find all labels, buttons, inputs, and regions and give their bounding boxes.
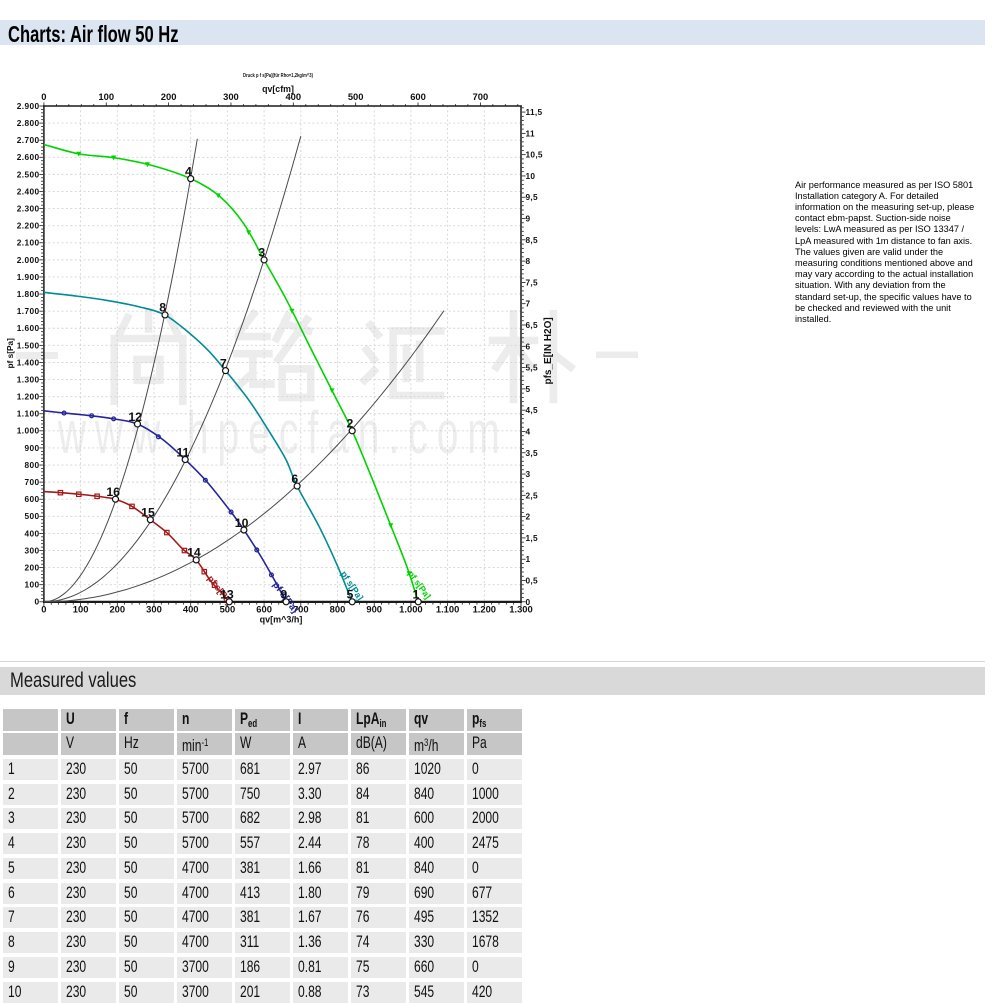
svg-text:8: 8 [159,301,166,315]
svg-text:Druck p f s[Pa](für Rho=1,2kg/: Druck p f s[Pa](für Rho=1,2kg/m^3) [243,73,313,79]
svg-text:2: 2 [526,512,531,522]
svg-text:1: 1 [413,588,420,602]
svg-text:16: 16 [106,485,120,499]
svg-text:8: 8 [526,256,531,266]
svg-text:3: 3 [258,246,265,260]
svg-text:2.900: 2.900 [17,101,40,111]
svg-text:pfs_E[IN H2O]: pfs_E[IN H2O] [543,317,554,384]
svg-text:200: 200 [161,91,177,102]
svg-text:15: 15 [141,506,155,520]
svg-text:11: 11 [176,445,189,459]
svg-text:300: 300 [146,604,162,615]
svg-text:1.100: 1.100 [17,409,40,419]
svg-text:100: 100 [24,580,39,590]
svg-text:500: 500 [220,604,236,615]
svg-text:800: 800 [330,604,346,615]
svg-text:6: 6 [526,341,531,351]
svg-text:500: 500 [348,91,364,102]
svg-text:2.500: 2.500 [17,169,40,179]
svg-text:6: 6 [291,472,298,486]
svg-text:1.600: 1.600 [17,323,40,333]
svg-text:2,5: 2,5 [526,490,539,500]
svg-text:7: 7 [526,299,531,309]
svg-text:10: 10 [526,171,536,181]
svg-text:6,5: 6,5 [526,320,539,330]
svg-text:4,5: 4,5 [526,405,539,415]
svg-text:1.700: 1.700 [17,306,40,316]
svg-text:1.500: 1.500 [17,340,40,350]
svg-text:0: 0 [34,597,39,607]
svg-text:900: 900 [366,604,382,615]
svg-text:0: 0 [41,91,46,102]
svg-text:1.400: 1.400 [17,357,40,367]
svg-text:2: 2 [346,417,353,431]
svg-text:5: 5 [346,588,353,602]
svg-text:1.300: 1.300 [509,604,532,615]
svg-text:5,5: 5,5 [526,363,539,373]
svg-text:2.800: 2.800 [17,118,40,128]
svg-text:10,5: 10,5 [526,150,543,160]
svg-text:1.900: 1.900 [17,272,40,282]
svg-text:100: 100 [98,91,114,102]
svg-text:0: 0 [526,597,531,607]
svg-text:300: 300 [24,545,39,555]
svg-text:1.200: 1.200 [17,392,40,402]
svg-text:700: 700 [24,477,39,487]
svg-text:100: 100 [73,604,89,615]
svg-text:600: 600 [24,494,39,504]
svg-text:7: 7 [220,356,227,370]
svg-text:1.800: 1.800 [17,289,40,299]
svg-text:2.100: 2.100 [17,238,40,248]
svg-text:0: 0 [41,604,46,615]
svg-text:1.300: 1.300 [17,374,40,384]
svg-text:1,5: 1,5 [526,533,539,543]
svg-text:9: 9 [280,588,287,602]
svg-text:1.200: 1.200 [473,604,496,615]
svg-text:1.100: 1.100 [436,604,459,615]
svg-text:12: 12 [128,410,142,424]
svg-text:400: 400 [24,528,39,538]
svg-text:1.000: 1.000 [17,426,40,436]
svg-text:4: 4 [526,426,531,436]
svg-text:qv[m^3/h]: qv[m^3/h] [260,615,303,625]
svg-text:qv[cfm]: qv[cfm] [262,84,294,94]
svg-text:10: 10 [235,516,249,530]
svg-text:8,5: 8,5 [526,235,539,245]
svg-text:500: 500 [24,511,39,521]
svg-text:700: 700 [473,91,489,102]
svg-text:2.700: 2.700 [17,135,40,145]
svg-text:0,5: 0,5 [526,576,539,586]
svg-text:www.hpecfan.com: www.hpecfan.com [57,398,509,466]
svg-text:4: 4 [185,164,192,178]
svg-text:300: 300 [223,91,239,102]
svg-text:600: 600 [410,91,426,102]
svg-text:700: 700 [293,604,309,615]
svg-text:2.000: 2.000 [17,255,40,265]
svg-text:11,5: 11,5 [526,107,543,117]
svg-text:3: 3 [526,469,531,479]
svg-text:9: 9 [526,214,531,224]
svg-text:2.200: 2.200 [17,221,40,231]
svg-text:14: 14 [187,546,201,560]
svg-text:pf s[Pa]: pf s[Pa] [5,338,15,369]
svg-text:1: 1 [526,554,531,564]
svg-text:900: 900 [24,443,39,453]
svg-text:600: 600 [256,604,272,615]
svg-text:13: 13 [220,588,234,602]
svg-text:3,5: 3,5 [526,448,539,458]
svg-text:11: 11 [526,128,535,138]
svg-text:800: 800 [24,460,39,470]
svg-text:400: 400 [285,91,301,102]
svg-text:7,5: 7,5 [526,277,539,287]
svg-text:200: 200 [24,563,39,573]
svg-text:2.300: 2.300 [17,203,40,213]
svg-text:1.000: 1.000 [399,604,422,615]
svg-text:9,5: 9,5 [526,192,539,202]
svg-text:200: 200 [109,604,125,615]
svg-text:5: 5 [526,384,531,394]
svg-text:2.600: 2.600 [17,152,40,162]
svg-text:400: 400 [183,604,199,615]
svg-text:2.400: 2.400 [17,186,40,196]
